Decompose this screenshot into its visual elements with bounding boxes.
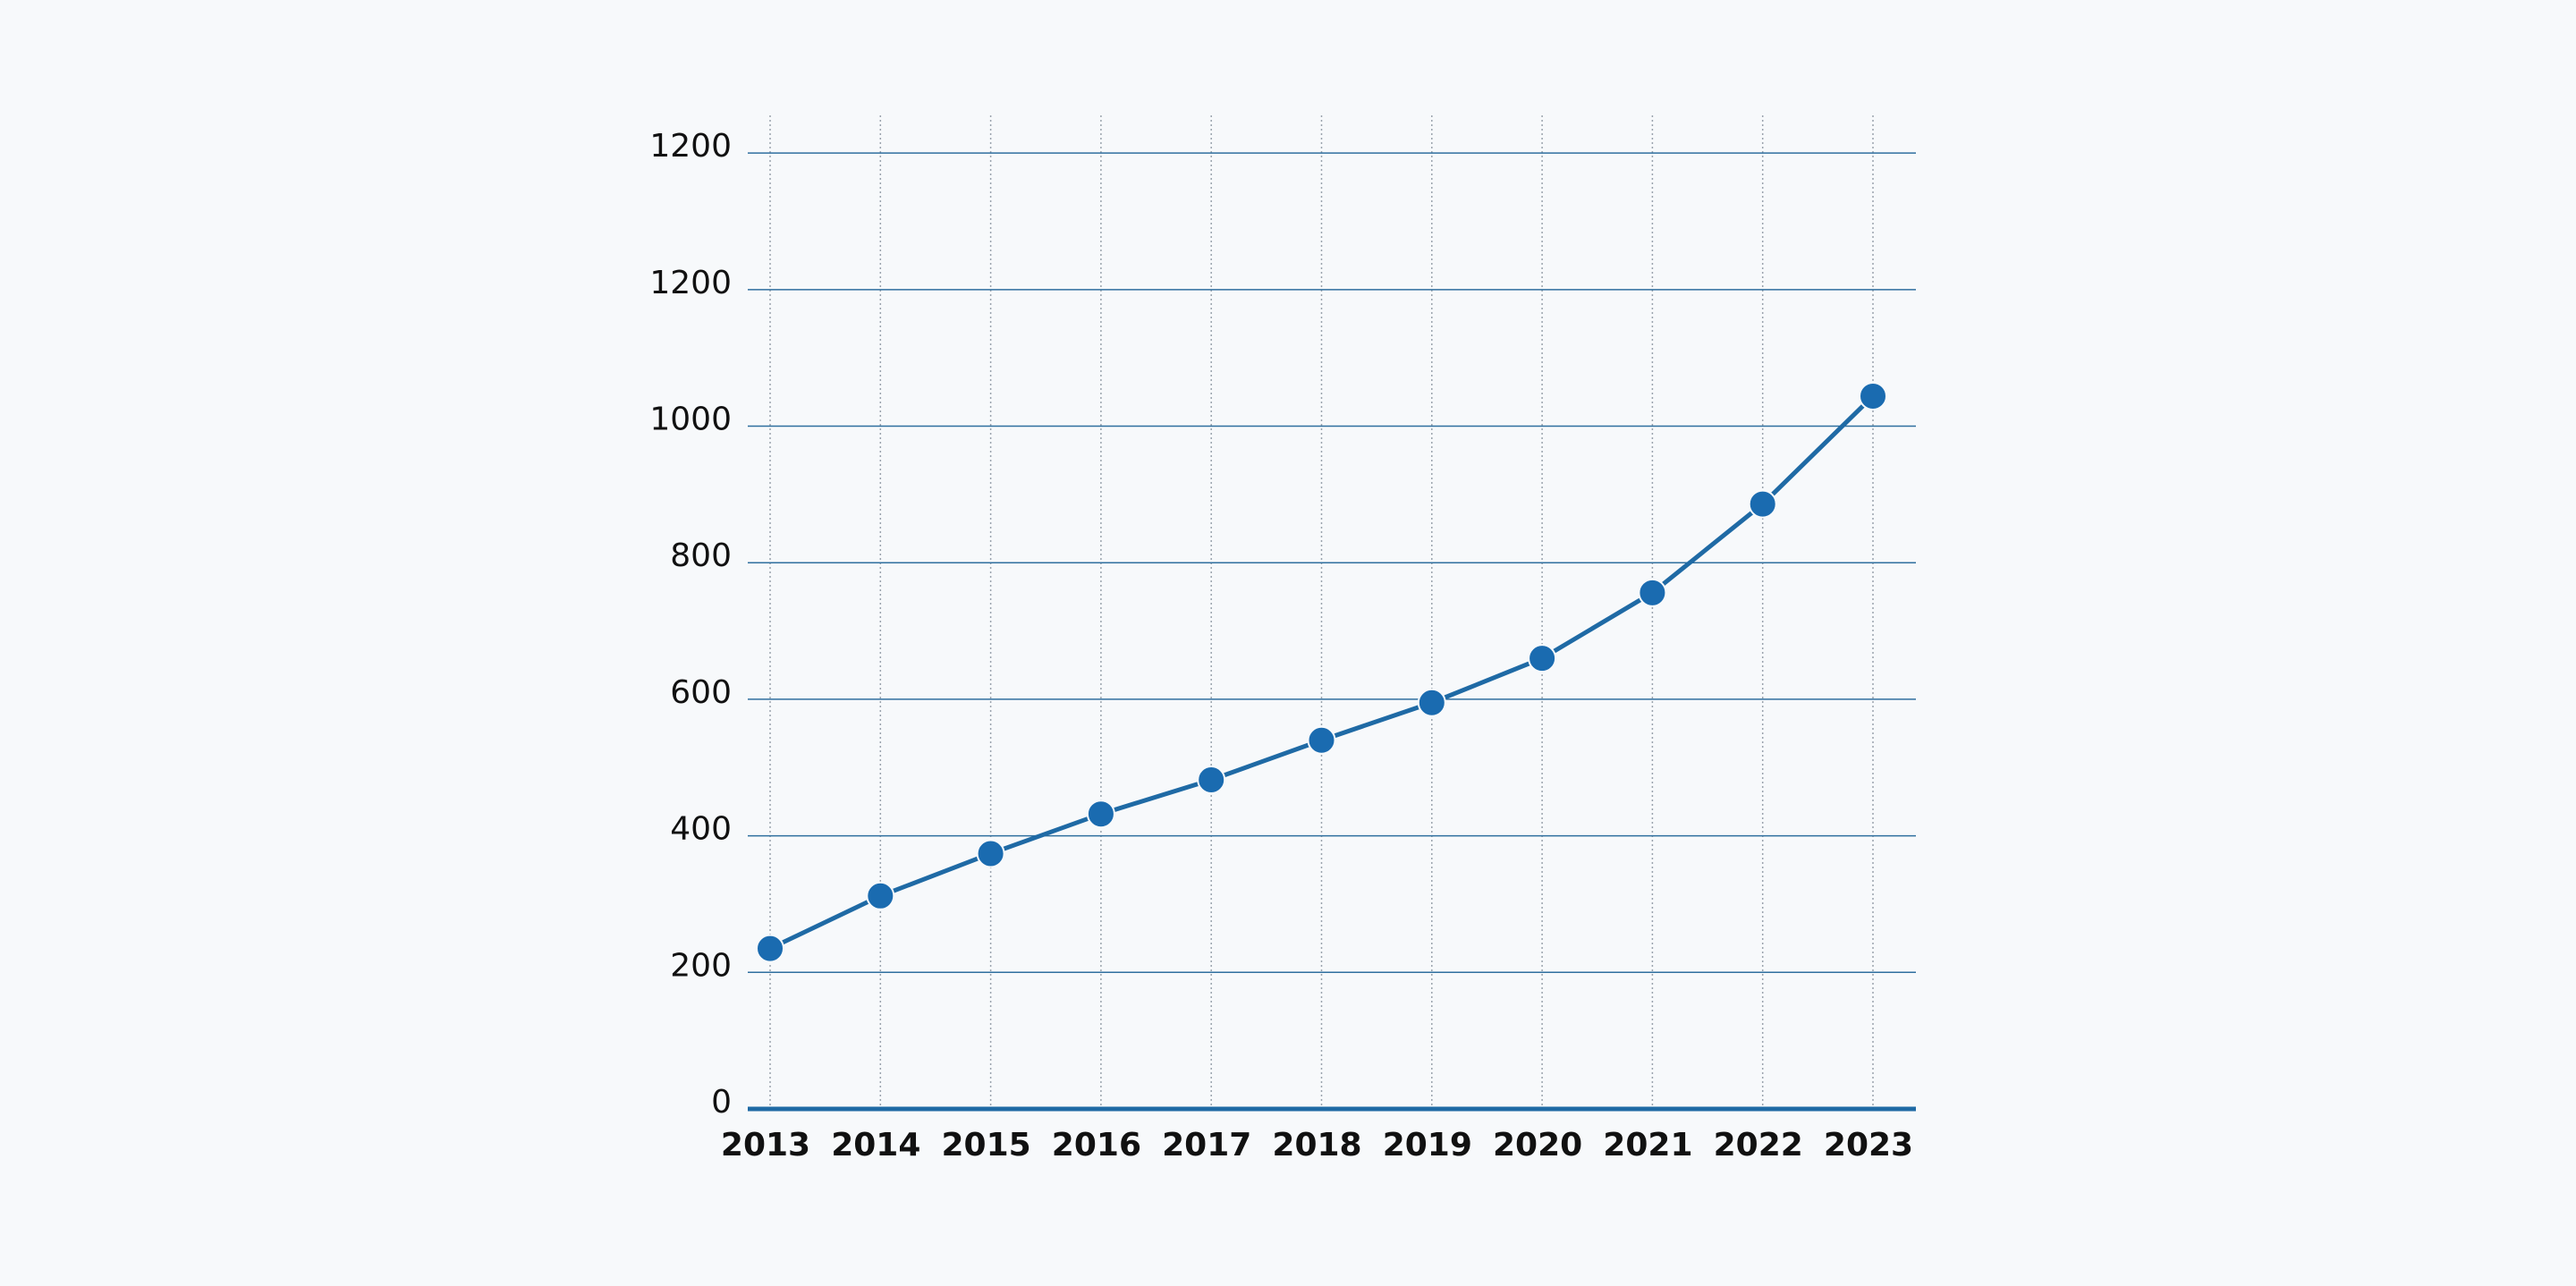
data-point <box>1638 578 1667 607</box>
data-point <box>756 934 784 963</box>
data-point <box>1417 688 1446 717</box>
y-tick-label: 1000 <box>649 402 732 438</box>
data-point <box>1307 725 1336 755</box>
x-tick-label: 2019 <box>1383 1127 1472 1163</box>
y-tick-label: 800 <box>670 537 732 574</box>
x-tick-label: 2018 <box>1272 1127 1361 1163</box>
y-tick-label: 200 <box>670 947 732 984</box>
y-tick-label: 0 <box>711 1084 732 1121</box>
y-tick-label: 1200 <box>649 128 732 165</box>
data-point <box>976 839 1005 868</box>
data-point <box>1528 644 1557 673</box>
data-point <box>1197 766 1226 795</box>
y-tick-label: 600 <box>670 674 732 711</box>
y-tick-label: 1200 <box>649 265 732 301</box>
x-tick-label: 2022 <box>1714 1127 1803 1163</box>
data-point <box>1859 381 1887 410</box>
y-tick-label: 400 <box>670 811 732 848</box>
x-tick-label: 2021 <box>1603 1127 1692 1163</box>
x-tick-label: 2017 <box>1162 1127 1251 1163</box>
data-point <box>1086 800 1115 829</box>
data-point <box>1748 489 1777 519</box>
data-point <box>866 881 895 910</box>
x-tick-label: 2013 <box>721 1127 810 1163</box>
x-tick-label: 2014 <box>831 1127 920 1163</box>
x-tick-label: 2020 <box>1493 1127 1582 1163</box>
x-tick-label: 2015 <box>941 1127 1030 1163</box>
x-tick-label: 2016 <box>1052 1127 1141 1163</box>
x-tick-label: 2023 <box>1824 1127 1913 1163</box>
